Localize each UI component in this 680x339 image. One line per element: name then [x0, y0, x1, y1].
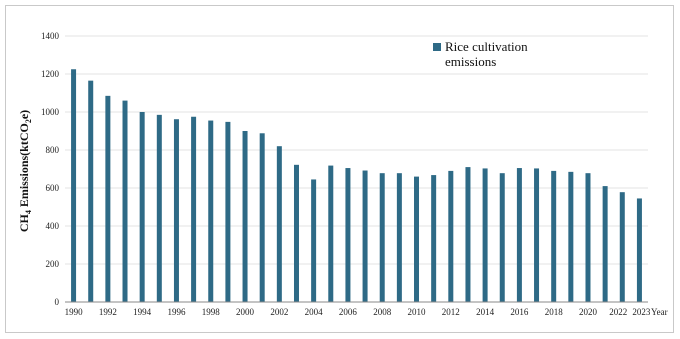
x-tick-label: 2014 [476, 307, 495, 317]
legend-label-line2: emissions [445, 54, 496, 69]
bar-1997 [191, 116, 197, 302]
bar-1992 [105, 95, 111, 302]
x-tick-label: 1996 [167, 307, 186, 317]
x-axis-label: Year [651, 307, 668, 317]
bar-1996 [173, 119, 179, 302]
bar-2003 [293, 164, 299, 302]
x-tick-label: 2022 [609, 307, 627, 317]
legend-swatch [433, 43, 441, 51]
y-tick-label: 1400 [41, 31, 60, 41]
y-tick-label: 200 [46, 259, 60, 269]
bar-2002 [276, 146, 282, 302]
bars [71, 69, 642, 303]
legend: Rice cultivation emissions [433, 39, 528, 69]
y-tick-label: 600 [46, 183, 60, 193]
bar-1993 [122, 100, 128, 302]
bar-2014 [482, 168, 488, 302]
gridlines [65, 35, 648, 303]
x-tick-label: 2002 [270, 307, 288, 317]
bar-2011 [431, 175, 437, 302]
bar-2018 [551, 170, 557, 302]
bar-1990 [71, 69, 77, 302]
x-tick-label: 2016 [510, 307, 529, 317]
y-tick-label: 1000 [41, 107, 60, 117]
bar-1999 [225, 121, 231, 302]
y-tick-label: 400 [46, 221, 60, 231]
bar-2021 [602, 186, 608, 302]
x-axis-ticks: 1990 1992 1994 1996 1998 2000 2002 2004 2006 2008… [65, 307, 651, 317]
x-tick-label: 2000 [236, 307, 255, 317]
bar-2020 [585, 173, 591, 302]
bar-2022 [619, 192, 625, 302]
y-axis-ticks: 0 200 400 600 800 1000 1200 1400 [41, 31, 60, 307]
x-tick-label: 2018 [545, 307, 564, 317]
x-tick-label: 2012 [442, 307, 460, 317]
bar-1998 [208, 120, 214, 302]
bar-2006 [345, 168, 351, 302]
x-tick-label: 2008 [373, 307, 392, 317]
bar-2012 [448, 170, 454, 302]
bar-2005 [328, 165, 334, 302]
y-tick-label: 800 [46, 145, 60, 155]
bar-2017 [534, 168, 540, 302]
x-tick-label: 2023 [632, 307, 651, 317]
x-tick-label: 1992 [99, 307, 117, 317]
y-axis-label: CH4 Emissions(ktCO2e) [17, 110, 33, 232]
bar-2007 [362, 170, 368, 302]
x-tick-label: 2010 [408, 307, 427, 317]
bar-2000 [242, 131, 248, 302]
bar-2010 [414, 176, 420, 302]
bar-1995 [156, 114, 162, 302]
x-tick-label: 2020 [579, 307, 598, 317]
y-tick-label: 1200 [41, 69, 60, 79]
x-tick-label: 1994 [133, 307, 152, 317]
x-tick-label: 2004 [305, 307, 324, 317]
bar-2004 [311, 179, 317, 302]
legend-label-line1: Rice cultivation [445, 39, 528, 54]
bar-2009 [396, 173, 402, 302]
bar-1991 [88, 80, 94, 303]
bar-2016 [516, 168, 522, 302]
x-tick-label: 1990 [65, 307, 84, 317]
bar-2019 [568, 171, 574, 302]
bar-2015 [499, 173, 505, 302]
bar-2001 [259, 133, 265, 302]
y-tick-label: 0 [55, 297, 60, 307]
bar-2023 [636, 198, 642, 302]
bar-1994 [139, 112, 145, 302]
x-tick-label: 1998 [202, 307, 221, 317]
x-tick-label: 2006 [339, 307, 358, 317]
chart-frame: 0 200 400 600 800 1000 1200 1400 1990 1992 1994 19… [5, 5, 674, 333]
bar-2013 [465, 167, 471, 302]
bar-2008 [379, 173, 385, 302]
